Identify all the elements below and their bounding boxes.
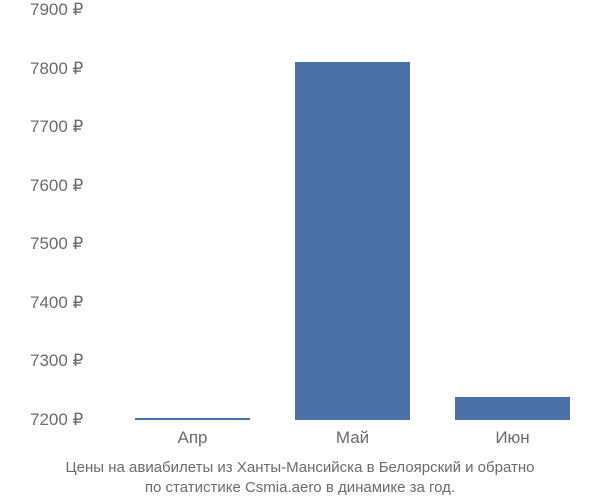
caption-line-1: Цены на авиабилеты из Ханты-Мансийска в … <box>0 458 600 478</box>
chart-caption: Цены на авиабилеты из Ханты-Мансийска в … <box>0 458 600 499</box>
y-tick-label: 7400 ₽ <box>0 293 95 313</box>
y-tick-label: 7800 ₽ <box>0 59 95 79</box>
y-tick-label: 7700 ₽ <box>0 117 95 137</box>
y-tick-label: 7500 ₽ <box>0 234 95 254</box>
y-tick-label: 7900 ₽ <box>0 0 95 20</box>
bar <box>135 418 250 420</box>
y-tick-label: 7600 ₽ <box>0 176 95 196</box>
bar <box>295 62 410 420</box>
x-tick-label: Май <box>336 428 369 448</box>
caption-line-2: по статистике Csmia.aero в динамике за г… <box>0 478 600 498</box>
x-tick-label: Июн <box>495 428 529 448</box>
y-tick-label: 7300 ₽ <box>0 351 95 371</box>
y-tick-label: 7200 ₽ <box>0 410 95 430</box>
x-tick-label: Апр <box>178 428 208 448</box>
plot-area <box>100 10 590 420</box>
bar <box>455 397 570 420</box>
price-chart: 7200 ₽ 7300 ₽ 7400 ₽ 7500 ₽ 7600 ₽ 7700 ₽ 7800… <box>0 0 600 500</box>
